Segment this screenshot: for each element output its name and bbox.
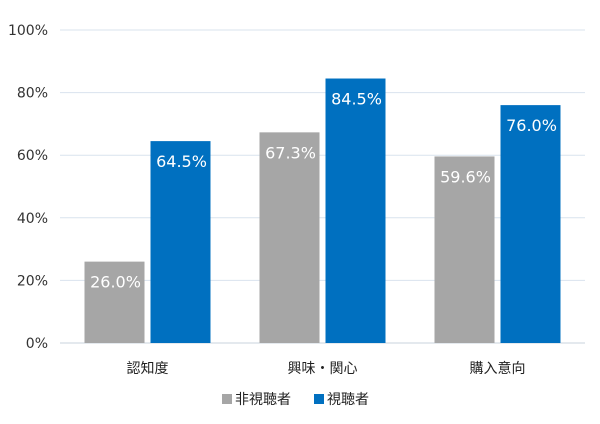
data-label: 84.5% [331,90,382,109]
legend-swatch [222,394,232,404]
y-tick-label: 20% [17,273,48,289]
y-tick-label: 60% [17,148,48,164]
legend-label: 視聴者 [327,392,369,408]
bar-non-viewer-0 [84,261,145,343]
y-tick-label: 0% [26,336,48,352]
category-label: 認知度 [127,360,169,377]
y-tick-label: 80% [17,86,48,102]
data-label: 67.3% [265,143,316,162]
y-axis-ticks: 0% 20% 40% 60% 80% 100% [8,23,48,352]
bar-viewer-0 [150,141,211,343]
bar-viewer-2 [500,105,561,344]
y-tick-label: 40% [17,211,48,227]
gridlines [60,29,585,344]
legend: 非視聴者 視聴者 [222,392,369,408]
bars [84,78,561,344]
data-label: 64.5% [156,152,207,171]
legend-label: 非視聴者 [235,392,291,408]
data-label: 59.6% [440,167,491,186]
bar-viewer-1 [325,78,386,343]
y-tick-label: 100% [8,23,48,39]
legend-swatch [314,394,324,404]
data-label: 26.0% [90,273,141,292]
data-labels: 26.0% 64.5% 67.3% 84.5% 59.6% 76.0% [90,90,557,292]
data-label: 76.0% [506,116,557,135]
bar-non-viewer-1 [259,132,320,343]
x-axis-categories: 認知度 興味・関心 購入意向 [127,360,526,377]
category-label: 購入意向 [470,360,526,377]
category-label: 興味・関心 [288,361,358,377]
bar-non-viewer-2 [434,156,495,343]
